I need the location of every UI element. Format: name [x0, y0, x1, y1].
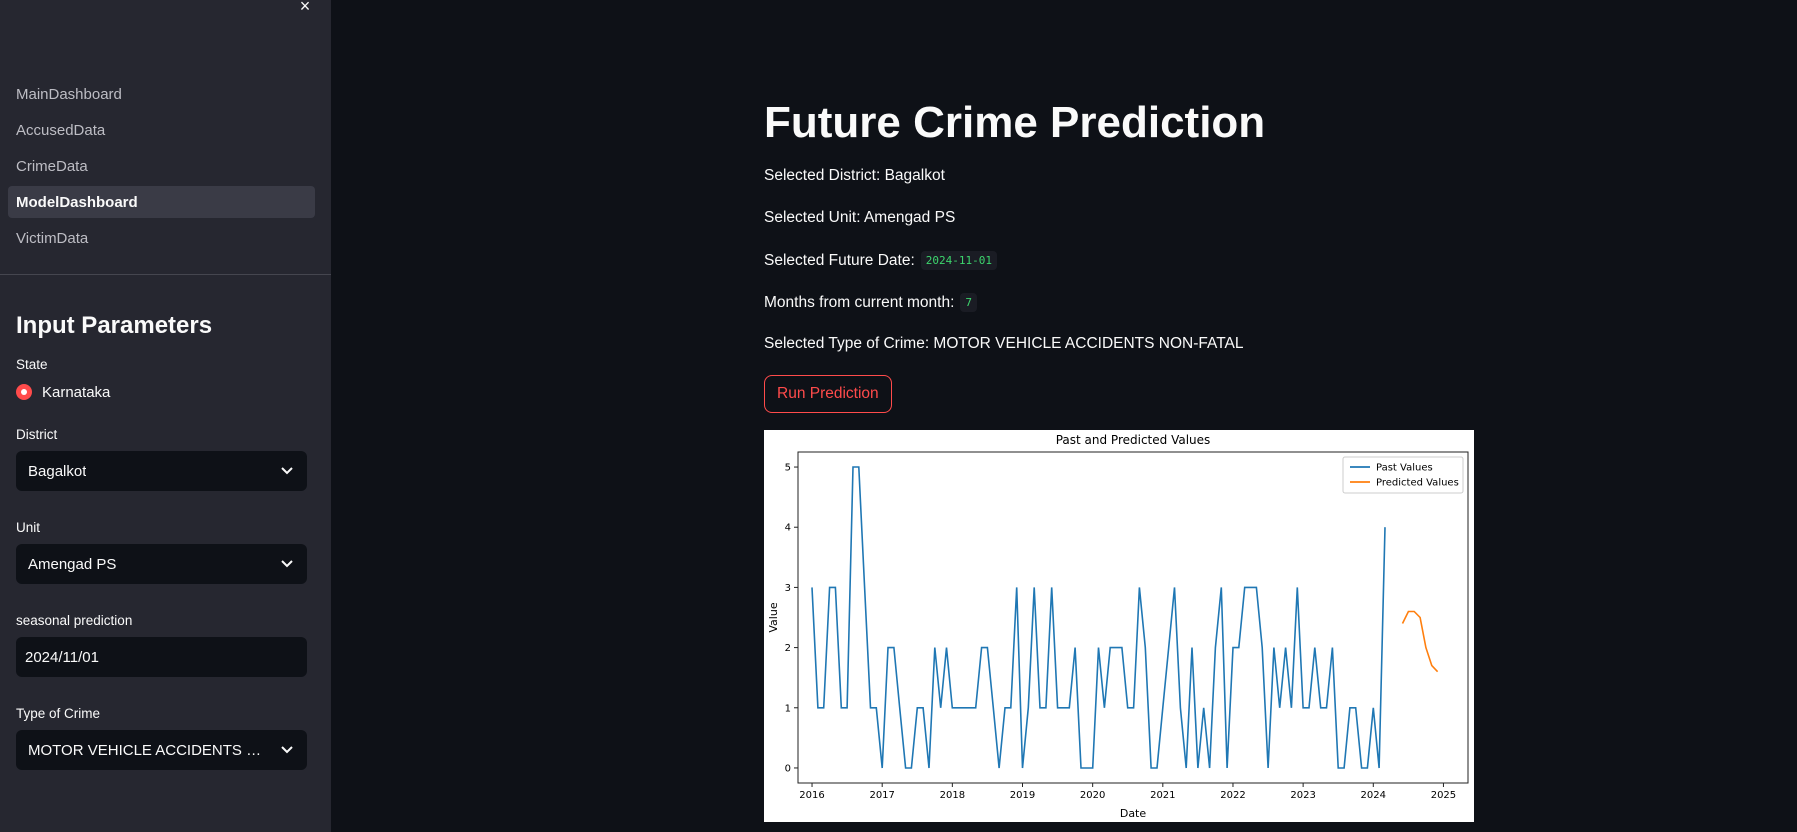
seasonal-prediction-label: seasonal prediction: [16, 613, 133, 628]
sidebar: × MainDashboard AccusedData CrimeData Mo…: [0, 0, 331, 832]
sidebar-item-maindashboard[interactable]: MainDashboard: [16, 85, 122, 103]
unit-select-value: Amengad PS: [28, 555, 117, 573]
x-tick-label: 2016: [799, 790, 824, 801]
selected-district-text: Selected District: Bagalkot: [764, 167, 945, 184]
legend-label: Predicted Values: [1376, 478, 1459, 489]
input-parameters-panel: Input Parameters State Karnataka Distric…: [16, 312, 307, 799]
y-tick-label: 4: [785, 523, 791, 534]
close-sidebar-icon[interactable]: ×: [299, 0, 311, 16]
x-tick-label: 2019: [1010, 790, 1035, 801]
months-from-current-label: Months from current month:: [764, 293, 955, 311]
state-radio-karnataka[interactable]: Karnataka: [16, 381, 307, 403]
x-tick-label: 2017: [869, 790, 894, 801]
y-axis-label: Value: [767, 602, 780, 632]
state-label: State: [16, 357, 48, 372]
sidebar-item-accuseddata[interactable]: AccusedData: [16, 121, 106, 139]
legend-box: [1342, 456, 1464, 494]
sidebar-divider: [0, 274, 331, 275]
y-tick-label: 1: [785, 703, 791, 714]
plot-frame: [797, 451, 1469, 784]
x-axis-label: Date: [1120, 807, 1147, 820]
x-tick-label: 2022: [1220, 790, 1245, 801]
run-prediction-button[interactable]: Run Prediction: [764, 375, 892, 413]
selected-future-date-row: Selected Future Date: 2024-11-01: [764, 251, 998, 270]
selected-crime-type-text: Selected Type of Crime: MOTOR VEHICLE AC…: [764, 335, 1244, 352]
selected-unit-text: Selected Unit: Amengad PS: [764, 209, 956, 226]
y-tick-label: 2: [785, 643, 791, 654]
page-title: Future Crime Prediction: [764, 98, 1266, 147]
unit-label: Unit: [16, 520, 41, 535]
x-tick-label: 2018: [940, 790, 965, 801]
chevron-down-icon: [279, 463, 295, 479]
seasonal-prediction-date-input[interactable]: [16, 637, 307, 677]
x-tick-label: 2021: [1150, 790, 1175, 801]
district-select-value: Bagalkot: [28, 462, 87, 480]
prediction-chart: Past and Predicted Values 2016 2017 2018 201…: [764, 430, 1474, 822]
crime-type-label: Type of Crime: [16, 706, 101, 721]
sidebar-nav: MainDashboard AccusedData CrimeData Mode…: [8, 78, 315, 258]
y-tick-label: 3: [785, 583, 791, 594]
sidebar-item-crimedata[interactable]: CrimeData: [16, 157, 88, 175]
district-select[interactable]: Bagalkot: [16, 451, 307, 491]
state-radio-label: Karnataka: [42, 383, 111, 401]
x-tick-label: 2023: [1290, 790, 1315, 801]
x-tick-label: 2024: [1361, 790, 1386, 801]
unit-select[interactable]: Amengad PS: [16, 544, 307, 584]
input-parameters-heading: Input Parameters: [16, 312, 213, 339]
series-line-past-values: [811, 466, 1386, 769]
months-from-current-row: Months from current month: 7: [764, 293, 977, 312]
legend-label: Past Values: [1376, 463, 1433, 474]
crime-type-select-value: MOTOR VEHICLE ACCIDENTS NON-FATAL: [28, 741, 268, 759]
radio-selected-icon: [16, 384, 32, 400]
sidebar-item-victimdata[interactable]: VictimData: [16, 229, 89, 247]
x-tick-label: 2025: [1431, 790, 1456, 801]
sidebar-item-modeldashboard[interactable]: ModelDashboard: [8, 186, 315, 218]
y-tick-label: 0: [785, 763, 791, 774]
district-label: District: [16, 427, 58, 442]
x-tick-label: 2020: [1080, 790, 1105, 801]
chevron-down-icon: [279, 742, 295, 758]
chart-title: Past and Predicted Values: [1056, 433, 1211, 447]
crime-type-select[interactable]: MOTOR VEHICLE ACCIDENTS NON-FATAL: [16, 730, 307, 770]
y-tick-label: 5: [785, 463, 791, 474]
chevron-down-icon: [279, 556, 295, 572]
months-from-current-value: 7: [960, 293, 977, 312]
selected-future-date-value: 2024-11-01: [920, 251, 998, 270]
selected-future-date-label: Selected Future Date:: [764, 251, 915, 269]
series-line-predicted-values: [1401, 610, 1439, 673]
